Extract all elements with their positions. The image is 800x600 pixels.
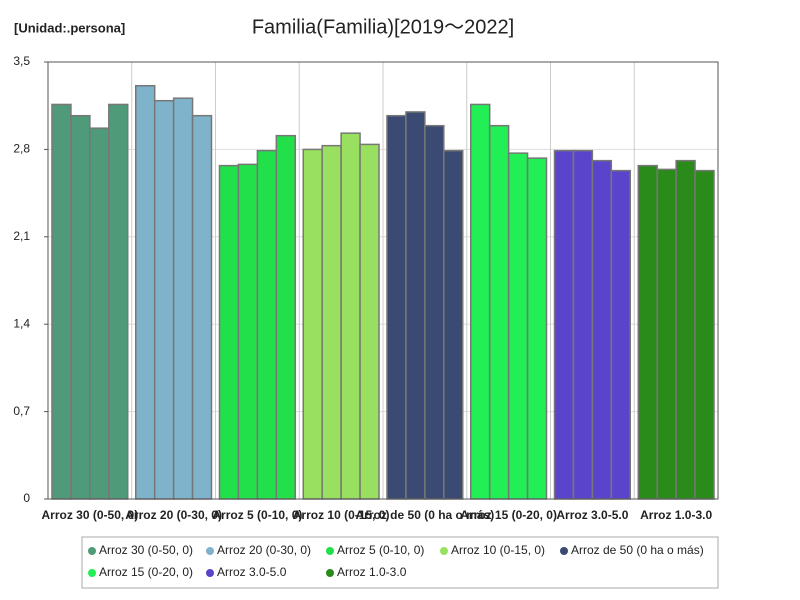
legend-label: Arroz 3.0-5.0: [217, 565, 287, 579]
chart-title: Familia(Familia)[2019～2022]: [252, 16, 514, 38]
bar: [218, 164, 240, 500]
bar: [591, 159, 613, 500]
legend-swatch: [326, 569, 334, 577]
x-tick-label: Arroz 10 (0-15, 0): [293, 508, 390, 522]
legend-swatch: [326, 547, 334, 555]
bar: [135, 84, 156, 500]
bar: [488, 124, 510, 500]
y-tick-label: 2,8: [13, 142, 30, 156]
bar: [386, 114, 407, 500]
x-tick-label: Arroz 5 (0-10, 0): [212, 508, 302, 522]
legend-label: Arroz 15 (0-20, 0): [99, 565, 193, 579]
legend-swatch: [88, 569, 96, 577]
bar: [237, 163, 259, 500]
legend-box: [81, 536, 719, 589]
bar: [610, 169, 631, 500]
bar: [89, 127, 110, 500]
bar: [656, 168, 677, 500]
legend-swatch: [560, 547, 568, 555]
y-tick-label: 2,1: [13, 229, 30, 243]
x-tick-label: Arroz 20 (0-30, 0): [125, 508, 222, 522]
bar: [302, 148, 323, 500]
x-tick-label: Arroz 3.0-5.0: [556, 508, 628, 522]
bar: [275, 134, 296, 500]
bar: [470, 103, 491, 500]
bar: [172, 97, 194, 500]
bar: [153, 99, 175, 500]
bar: [507, 152, 529, 500]
bar: [108, 103, 129, 500]
legend-label: Arroz 5 (0-10, 0): [337, 543, 424, 557]
legend-label: Arroz 20 (0-30, 0): [217, 543, 311, 557]
y-tick-label: 0,7: [13, 404, 30, 418]
legend-label: Arroz de 50 (0 ha o más): [571, 543, 704, 557]
legend-label: Arroz 30 (0-50, 0): [99, 543, 193, 557]
x-tick-label: Arroz 15 (0-20, 0): [460, 508, 557, 522]
bar: [424, 124, 445, 500]
bar: [572, 149, 594, 500]
y-tick-label: 1,4: [13, 316, 30, 330]
bar: [191, 114, 213, 500]
x-tick-label: Arroz 1.0-3.0: [640, 508, 712, 522]
bar: [51, 103, 72, 500]
bar: [694, 169, 715, 500]
bar: [340, 132, 361, 500]
bar: [443, 149, 464, 500]
x-tick-label: Arroz de 50 (0 ha o más): [356, 508, 495, 522]
unit-label: [Unidad:.persona]: [14, 20, 125, 35]
bar: [637, 164, 658, 500]
bar: [321, 144, 342, 500]
legend-label: Arroz 1.0-3.0: [337, 565, 407, 579]
legend-swatch: [88, 547, 96, 555]
bar: [553, 149, 575, 500]
legend-swatch: [206, 569, 214, 577]
plot-frame: [47, 61, 719, 500]
legend-swatch: [440, 547, 448, 555]
legend-label: Arroz 10 (0-15, 0): [451, 543, 545, 557]
bar: [675, 159, 696, 500]
bar: [256, 149, 278, 500]
bar: [359, 143, 380, 500]
x-tick-label: Arroz 30 (0-50, 0): [42, 508, 139, 522]
y-tick-label: 3,5: [13, 54, 30, 68]
y-tick-label: 0: [23, 491, 30, 505]
bar: [70, 114, 91, 500]
legend-swatch: [206, 547, 214, 555]
bar: [526, 157, 548, 500]
bar: [405, 111, 426, 500]
